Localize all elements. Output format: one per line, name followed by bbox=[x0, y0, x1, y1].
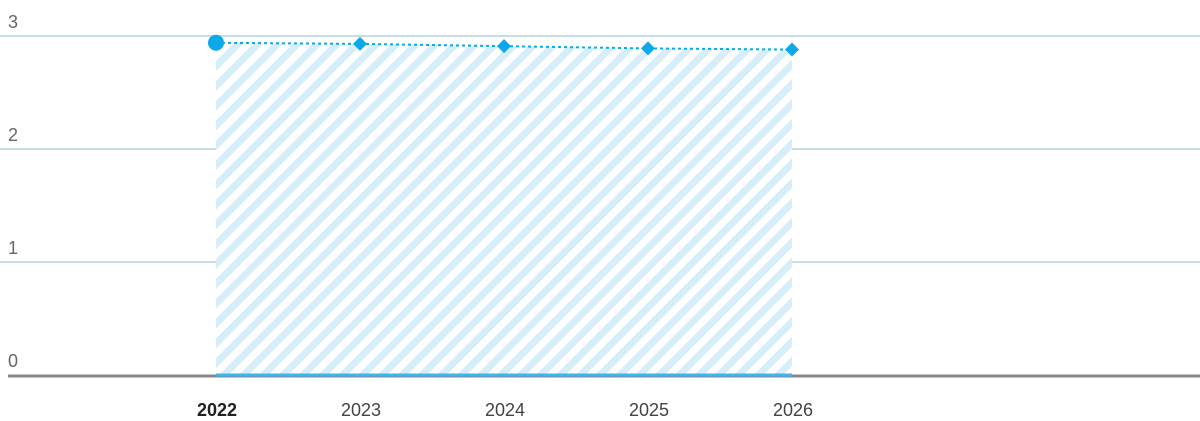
series-area bbox=[216, 42, 792, 375]
y-tick-label-3: 3 bbox=[8, 12, 18, 32]
axis-layer bbox=[8, 373, 1200, 378]
x-tick-label-2022: 2022 bbox=[197, 400, 237, 420]
x-tick-label-2025: 2025 bbox=[629, 400, 669, 420]
y-tick-label-1: 1 bbox=[8, 238, 18, 258]
label-layer: 0 1 2 3 2022 2023 2024 2025 2026 bbox=[8, 12, 813, 420]
data-point-2026[interactable] bbox=[785, 42, 799, 57]
x-tick-label-2026: 2026 bbox=[773, 400, 813, 420]
y-tick-label-0: 0 bbox=[8, 351, 18, 371]
data-point-2025[interactable] bbox=[641, 41, 655, 56]
area-layer bbox=[216, 42, 792, 375]
marker-layer bbox=[208, 34, 799, 57]
x-tick-label-2023: 2023 bbox=[341, 400, 381, 420]
data-point-2022[interactable] bbox=[208, 34, 224, 51]
y-tick-label-2: 2 bbox=[8, 125, 18, 145]
data-point-2024[interactable] bbox=[497, 39, 511, 54]
data-point-2023[interactable] bbox=[353, 36, 367, 51]
x-tick-label-2024: 2024 bbox=[485, 400, 525, 420]
